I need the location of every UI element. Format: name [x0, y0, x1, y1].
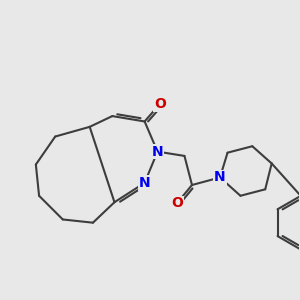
Text: N: N [214, 170, 226, 184]
Text: O: O [154, 97, 166, 111]
Text: O: O [171, 196, 183, 210]
Text: N: N [152, 145, 164, 159]
Text: N: N [139, 176, 150, 190]
